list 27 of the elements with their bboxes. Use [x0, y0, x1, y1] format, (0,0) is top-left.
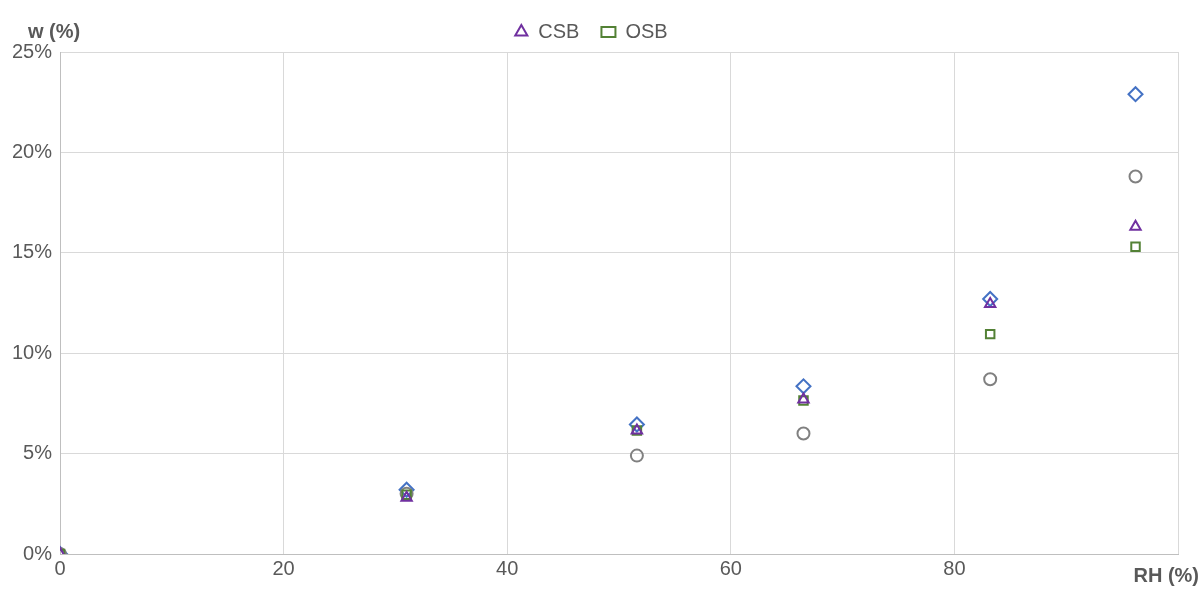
x-tick-label: 60: [719, 556, 742, 579]
y-tick-label: 5%: [23, 441, 53, 464]
point: [1129, 219, 1142, 231]
point: [982, 290, 999, 307]
y-tick-label: 20%: [12, 139, 53, 162]
y-tick-label: 0%: [23, 541, 53, 564]
x-tick-label: 80: [943, 556, 966, 579]
point: [983, 297, 997, 308]
point: [629, 448, 644, 463]
y-tick-label: 10%: [12, 340, 53, 363]
point: [1128, 169, 1143, 184]
point: [628, 416, 645, 433]
point: [795, 378, 812, 395]
y-tick-label: 15%: [12, 240, 53, 263]
x-tick-label: 20: [272, 556, 295, 579]
x-tick-label: 40: [496, 556, 519, 579]
point: [983, 372, 998, 387]
point: [1127, 86, 1144, 103]
point: [1130, 241, 1141, 253]
y-axis-title: w (%): [27, 20, 81, 42]
point: [984, 328, 996, 340]
point: [398, 481, 415, 498]
x-axis-title: RH (%): [1133, 563, 1199, 586]
point: [796, 426, 811, 441]
x-tick-label: 0: [54, 556, 66, 579]
legend-label: OSB: [625, 19, 668, 42]
legend-label: CSB: [538, 19, 580, 42]
